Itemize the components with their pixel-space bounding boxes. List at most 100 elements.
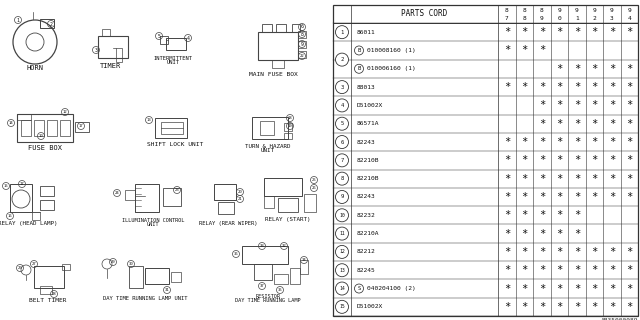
Text: B: B bbox=[357, 48, 360, 53]
Text: *: * bbox=[521, 192, 527, 202]
Text: *: * bbox=[556, 302, 563, 312]
Text: *: * bbox=[521, 210, 527, 220]
Text: *: * bbox=[539, 228, 545, 239]
Text: 010006160 (1): 010006160 (1) bbox=[367, 66, 416, 71]
Text: 19: 19 bbox=[287, 124, 292, 128]
Bar bbox=[166, 38, 186, 50]
Text: *: * bbox=[626, 119, 632, 129]
Text: 010008160 (1): 010008160 (1) bbox=[367, 48, 416, 53]
Text: *: * bbox=[521, 82, 527, 92]
Text: *: * bbox=[626, 302, 632, 312]
Bar bbox=[272, 60, 284, 68]
Text: ILLUMINATION CONTROL: ILLUMINATION CONTROL bbox=[122, 218, 184, 222]
Bar bbox=[47, 120, 57, 136]
Text: *: * bbox=[556, 82, 563, 92]
Bar bbox=[32, 212, 40, 220]
Text: *: * bbox=[609, 265, 615, 275]
Text: 15: 15 bbox=[339, 304, 345, 309]
Text: 14: 14 bbox=[8, 121, 13, 125]
Text: 6: 6 bbox=[340, 140, 344, 145]
Text: 37: 37 bbox=[260, 284, 264, 288]
Text: *: * bbox=[626, 82, 632, 92]
Bar bbox=[292, 24, 300, 32]
Text: *: * bbox=[573, 174, 580, 184]
Text: *: * bbox=[556, 192, 563, 202]
Text: *: * bbox=[521, 174, 527, 184]
Text: *: * bbox=[556, 174, 563, 184]
Text: 9: 9 bbox=[575, 7, 579, 12]
Text: *: * bbox=[591, 174, 597, 184]
Text: 17: 17 bbox=[20, 182, 24, 186]
Text: *: * bbox=[591, 247, 597, 257]
Text: *: * bbox=[539, 27, 545, 37]
Bar bbox=[116, 48, 122, 62]
Bar bbox=[278, 198, 298, 212]
Text: *: * bbox=[573, 265, 580, 275]
Text: *: * bbox=[591, 284, 597, 293]
Text: 34: 34 bbox=[301, 258, 307, 262]
Text: *: * bbox=[626, 27, 632, 37]
Bar bbox=[40, 19, 54, 28]
Text: *: * bbox=[556, 228, 563, 239]
Text: *: * bbox=[573, 302, 580, 312]
Text: *: * bbox=[539, 100, 545, 110]
Bar bbox=[264, 196, 274, 208]
Text: D51002X: D51002X bbox=[357, 103, 383, 108]
Text: 26: 26 bbox=[312, 186, 316, 190]
Bar bbox=[10, 184, 32, 212]
Text: *: * bbox=[626, 284, 632, 293]
Bar bbox=[262, 24, 272, 32]
Bar bbox=[274, 274, 288, 284]
Text: 20: 20 bbox=[237, 190, 243, 194]
Text: 8: 8 bbox=[522, 15, 526, 20]
Text: 14: 14 bbox=[339, 286, 345, 291]
Text: *: * bbox=[539, 82, 545, 92]
Text: 9: 9 bbox=[301, 42, 303, 46]
Text: *: * bbox=[504, 302, 510, 312]
Text: *: * bbox=[521, 247, 527, 257]
Text: *: * bbox=[556, 247, 563, 257]
Text: *: * bbox=[626, 100, 632, 110]
Text: TIMER: TIMER bbox=[99, 63, 120, 69]
Bar bbox=[160, 36, 168, 44]
Text: TURN & HAZARD: TURN & HAZARD bbox=[245, 143, 291, 148]
Text: 28: 28 bbox=[52, 292, 56, 296]
Circle shape bbox=[335, 245, 349, 259]
Text: 82243: 82243 bbox=[357, 140, 376, 145]
Text: *: * bbox=[504, 137, 510, 147]
Text: *: * bbox=[556, 155, 563, 165]
Bar bbox=[102, 29, 110, 36]
Text: 27: 27 bbox=[31, 262, 36, 266]
Text: 9: 9 bbox=[557, 7, 561, 12]
Text: *: * bbox=[539, 155, 545, 165]
Text: *: * bbox=[591, 155, 597, 165]
Text: 8: 8 bbox=[540, 7, 543, 12]
Text: *: * bbox=[539, 45, 545, 55]
Text: 8: 8 bbox=[340, 176, 344, 181]
Bar bbox=[333, 5, 638, 316]
Circle shape bbox=[335, 282, 349, 295]
Text: *: * bbox=[539, 137, 545, 147]
Text: 31: 31 bbox=[164, 288, 170, 292]
Bar bbox=[276, 24, 286, 32]
Bar bbox=[75, 122, 89, 132]
Text: 4: 4 bbox=[627, 15, 631, 20]
Text: 3: 3 bbox=[610, 15, 614, 20]
Circle shape bbox=[355, 284, 364, 293]
Text: *: * bbox=[609, 64, 615, 74]
Text: 2: 2 bbox=[49, 21, 52, 27]
Bar bbox=[260, 121, 274, 135]
Text: *: * bbox=[521, 137, 527, 147]
Circle shape bbox=[355, 64, 364, 73]
Circle shape bbox=[335, 264, 349, 277]
Text: *: * bbox=[521, 27, 527, 37]
Text: SHIFT LOCK UNIT: SHIFT LOCK UNIT bbox=[147, 142, 203, 148]
Text: 5: 5 bbox=[340, 121, 344, 126]
Text: 5: 5 bbox=[157, 34, 161, 38]
Text: *: * bbox=[521, 228, 527, 239]
Text: *: * bbox=[626, 137, 632, 147]
Text: *: * bbox=[626, 265, 632, 275]
Circle shape bbox=[335, 300, 349, 313]
Text: DAY TIME RUNNING LAMP: DAY TIME RUNNING LAMP bbox=[235, 299, 301, 303]
Text: 11: 11 bbox=[339, 231, 345, 236]
